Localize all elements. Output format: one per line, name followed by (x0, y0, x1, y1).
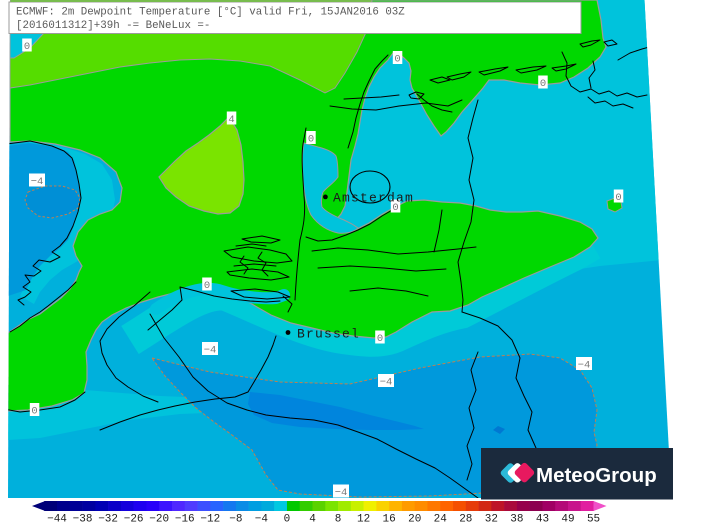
svg-text:Brussel: Brussel (297, 327, 360, 342)
svg-text:55: 55 (587, 514, 600, 525)
svg-text:−8: −8 (229, 514, 242, 525)
svg-text:0: 0 (392, 202, 398, 214)
svg-text:0: 0 (377, 333, 383, 345)
svg-text:−4: −4 (255, 514, 269, 525)
svg-text:ECMWF: 2m Dewpoint Temperature: ECMWF: 2m Dewpoint Temperature [°C] vali… (16, 7, 405, 19)
svg-text:0: 0 (615, 192, 621, 204)
svg-text:43: 43 (536, 514, 549, 525)
svg-text:−38: −38 (73, 514, 93, 525)
svg-text:−26: −26 (124, 514, 144, 525)
svg-text:Amsterdam: Amsterdam (333, 191, 414, 206)
svg-text:−4: −4 (204, 344, 217, 356)
svg-text:49: 49 (561, 514, 574, 525)
svg-text:0: 0 (284, 514, 291, 525)
svg-text:−32: −32 (98, 514, 118, 525)
svg-text:−4: −4 (578, 359, 591, 371)
svg-text:28: 28 (459, 514, 472, 525)
svg-text:4: 4 (309, 514, 316, 525)
svg-text:−4: −4 (380, 376, 393, 388)
svg-text:0: 0 (308, 133, 314, 145)
svg-text:−44: −44 (47, 514, 67, 525)
svg-text:0: 0 (31, 405, 37, 417)
svg-text:8: 8 (335, 514, 342, 525)
svg-text:16: 16 (383, 514, 396, 525)
svg-text:0: 0 (204, 280, 210, 292)
svg-text:0: 0 (394, 53, 400, 65)
svg-text:32: 32 (485, 514, 498, 525)
svg-text:MeteoGroup: MeteoGroup (536, 464, 657, 487)
svg-text:20: 20 (408, 514, 421, 525)
svg-text:−4: −4 (31, 176, 44, 188)
svg-text:24: 24 (434, 514, 448, 525)
svg-text:−4: −4 (335, 487, 348, 499)
svg-text:−20: −20 (149, 514, 169, 525)
svg-text:12: 12 (357, 514, 370, 525)
svg-text:−12: −12 (200, 514, 220, 525)
svg-text:4: 4 (228, 114, 234, 126)
svg-text:0: 0 (540, 78, 546, 90)
svg-text:[2016011312]+39h -= BeNeLux =-: [2016011312]+39h -= BeNeLux =- (16, 20, 210, 32)
svg-text:38: 38 (510, 514, 523, 525)
svg-text:0: 0 (24, 41, 30, 53)
svg-text:−16: −16 (175, 514, 195, 525)
